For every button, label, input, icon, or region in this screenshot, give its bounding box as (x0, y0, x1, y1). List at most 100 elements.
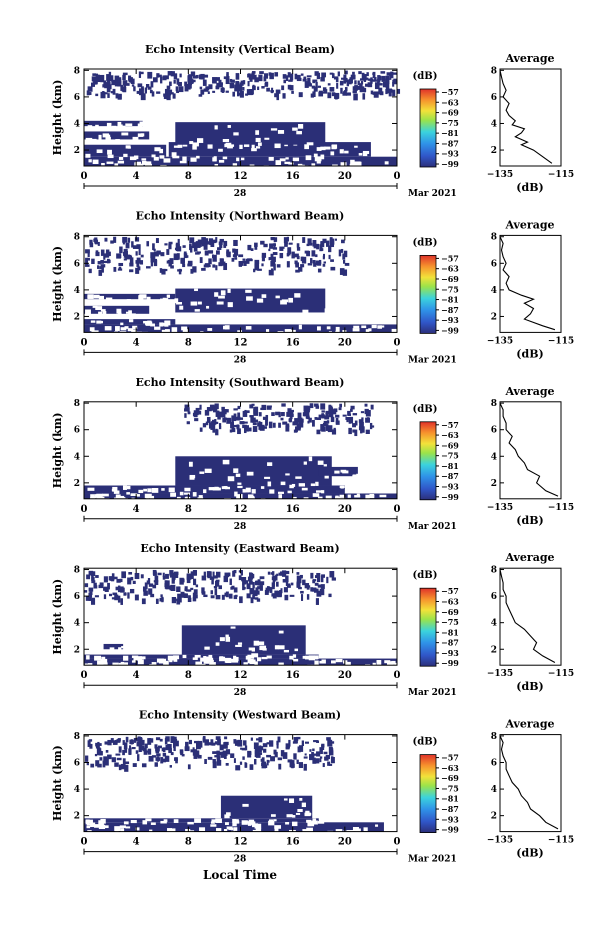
echo-gap (138, 163, 144, 167)
echo-gap (304, 144, 310, 150)
echo-speckle (329, 763, 333, 766)
echo-speckle (283, 237, 288, 244)
echo-speckle (212, 751, 217, 754)
echo-speckle (102, 84, 105, 88)
echo-gap (123, 821, 129, 825)
echo-gap (278, 662, 284, 667)
echo-speckle (317, 85, 321, 88)
echo-gap (90, 664, 98, 668)
echo-speckle (96, 748, 102, 756)
echo-speckle (296, 575, 302, 583)
echo-gap (150, 323, 155, 327)
echo-speckle (87, 740, 91, 747)
echo-gap (285, 822, 290, 825)
echo-speckle (313, 262, 317, 267)
echo-speckle (150, 258, 156, 263)
echo-speckle (209, 576, 215, 580)
echo-speckle (243, 740, 247, 746)
echo-speckle (114, 594, 119, 601)
echo-speckle (117, 77, 122, 83)
echo-speckle (285, 580, 289, 587)
echo-gap (363, 827, 368, 832)
echo-gap (206, 305, 210, 309)
echo-speckle (128, 571, 133, 575)
echo-speckle (232, 570, 236, 577)
echo-region (175, 122, 326, 145)
echo-gap (214, 125, 218, 130)
echo-speckle (287, 72, 291, 78)
echo-speckle (94, 753, 98, 757)
echo-speckle (105, 82, 111, 86)
echo-speckle (247, 81, 250, 87)
echo-gap (230, 144, 235, 147)
echo-gap (136, 494, 140, 497)
echo-speckle (319, 244, 323, 252)
date-label: Mar 2021 (408, 855, 457, 865)
echo-speckle (104, 237, 108, 242)
echo-speckle (210, 595, 215, 599)
echo-speckle (168, 243, 172, 250)
echo-speckle (84, 583, 89, 588)
echo-speckle (84, 590, 88, 593)
echo-gap (353, 325, 360, 329)
colorbar-tick-label: −93 (441, 315, 459, 325)
echo-speckle (150, 260, 154, 267)
echo-gap (251, 489, 256, 494)
echo-speckle (205, 263, 210, 267)
echo-speckle (179, 86, 184, 93)
echo-speckle (293, 753, 297, 760)
echo-speckle (212, 77, 217, 84)
echo-speckle (194, 418, 199, 422)
echo-gap (278, 494, 283, 499)
echo-speckle (162, 747, 166, 753)
echo-speckle (161, 268, 166, 275)
echo-speckle (219, 243, 223, 249)
echo-speckle (342, 414, 347, 417)
echo-speckle (247, 244, 252, 251)
echo-speckle (140, 260, 144, 265)
echo-speckle (88, 92, 92, 96)
echo-speckle (312, 81, 316, 84)
echo-speckle (197, 754, 202, 759)
echo-speckle (224, 592, 227, 597)
echo-speckle (221, 406, 225, 411)
echo-gap (167, 655, 174, 661)
echo-speckle (323, 420, 329, 424)
echo-speckle (249, 588, 255, 595)
echo-gap (146, 163, 152, 167)
echo-speckle (117, 94, 122, 100)
echo-gap (131, 329, 137, 333)
echo-speckle (339, 80, 344, 86)
echo-speckle (234, 741, 238, 746)
echo-speckle (199, 86, 203, 90)
echo-gap (106, 161, 114, 164)
echo-gap (306, 142, 314, 146)
echo-speckle (215, 595, 221, 600)
echo-speckle (131, 84, 135, 87)
echo-gap (222, 156, 228, 160)
echo-speckle (146, 241, 150, 247)
echo-speckle (137, 736, 141, 741)
echo-gap (123, 153, 128, 158)
colorbar-tick-label: −81 (441, 295, 459, 305)
echo-speckle (344, 262, 350, 266)
echo-gap (230, 830, 236, 836)
echo-gap (159, 155, 165, 159)
echo-gap (123, 655, 129, 661)
echo-gap (227, 144, 233, 149)
echo-speckle (284, 242, 288, 247)
echo-speckle (279, 246, 284, 251)
echo-speckle (183, 251, 187, 255)
echo-speckle (242, 410, 248, 417)
echo-gap (250, 821, 256, 825)
echo-gap (352, 328, 360, 332)
echo-speckle (203, 244, 208, 250)
echo-gap (339, 494, 345, 498)
echo-speckle (215, 571, 221, 578)
colorbar-unit: (dB) (413, 570, 438, 581)
echo-speckle (249, 580, 253, 585)
echo-gap (233, 132, 239, 136)
echo-speckle (352, 429, 356, 433)
echo-gap (344, 150, 349, 154)
echo-speckle (110, 738, 114, 743)
